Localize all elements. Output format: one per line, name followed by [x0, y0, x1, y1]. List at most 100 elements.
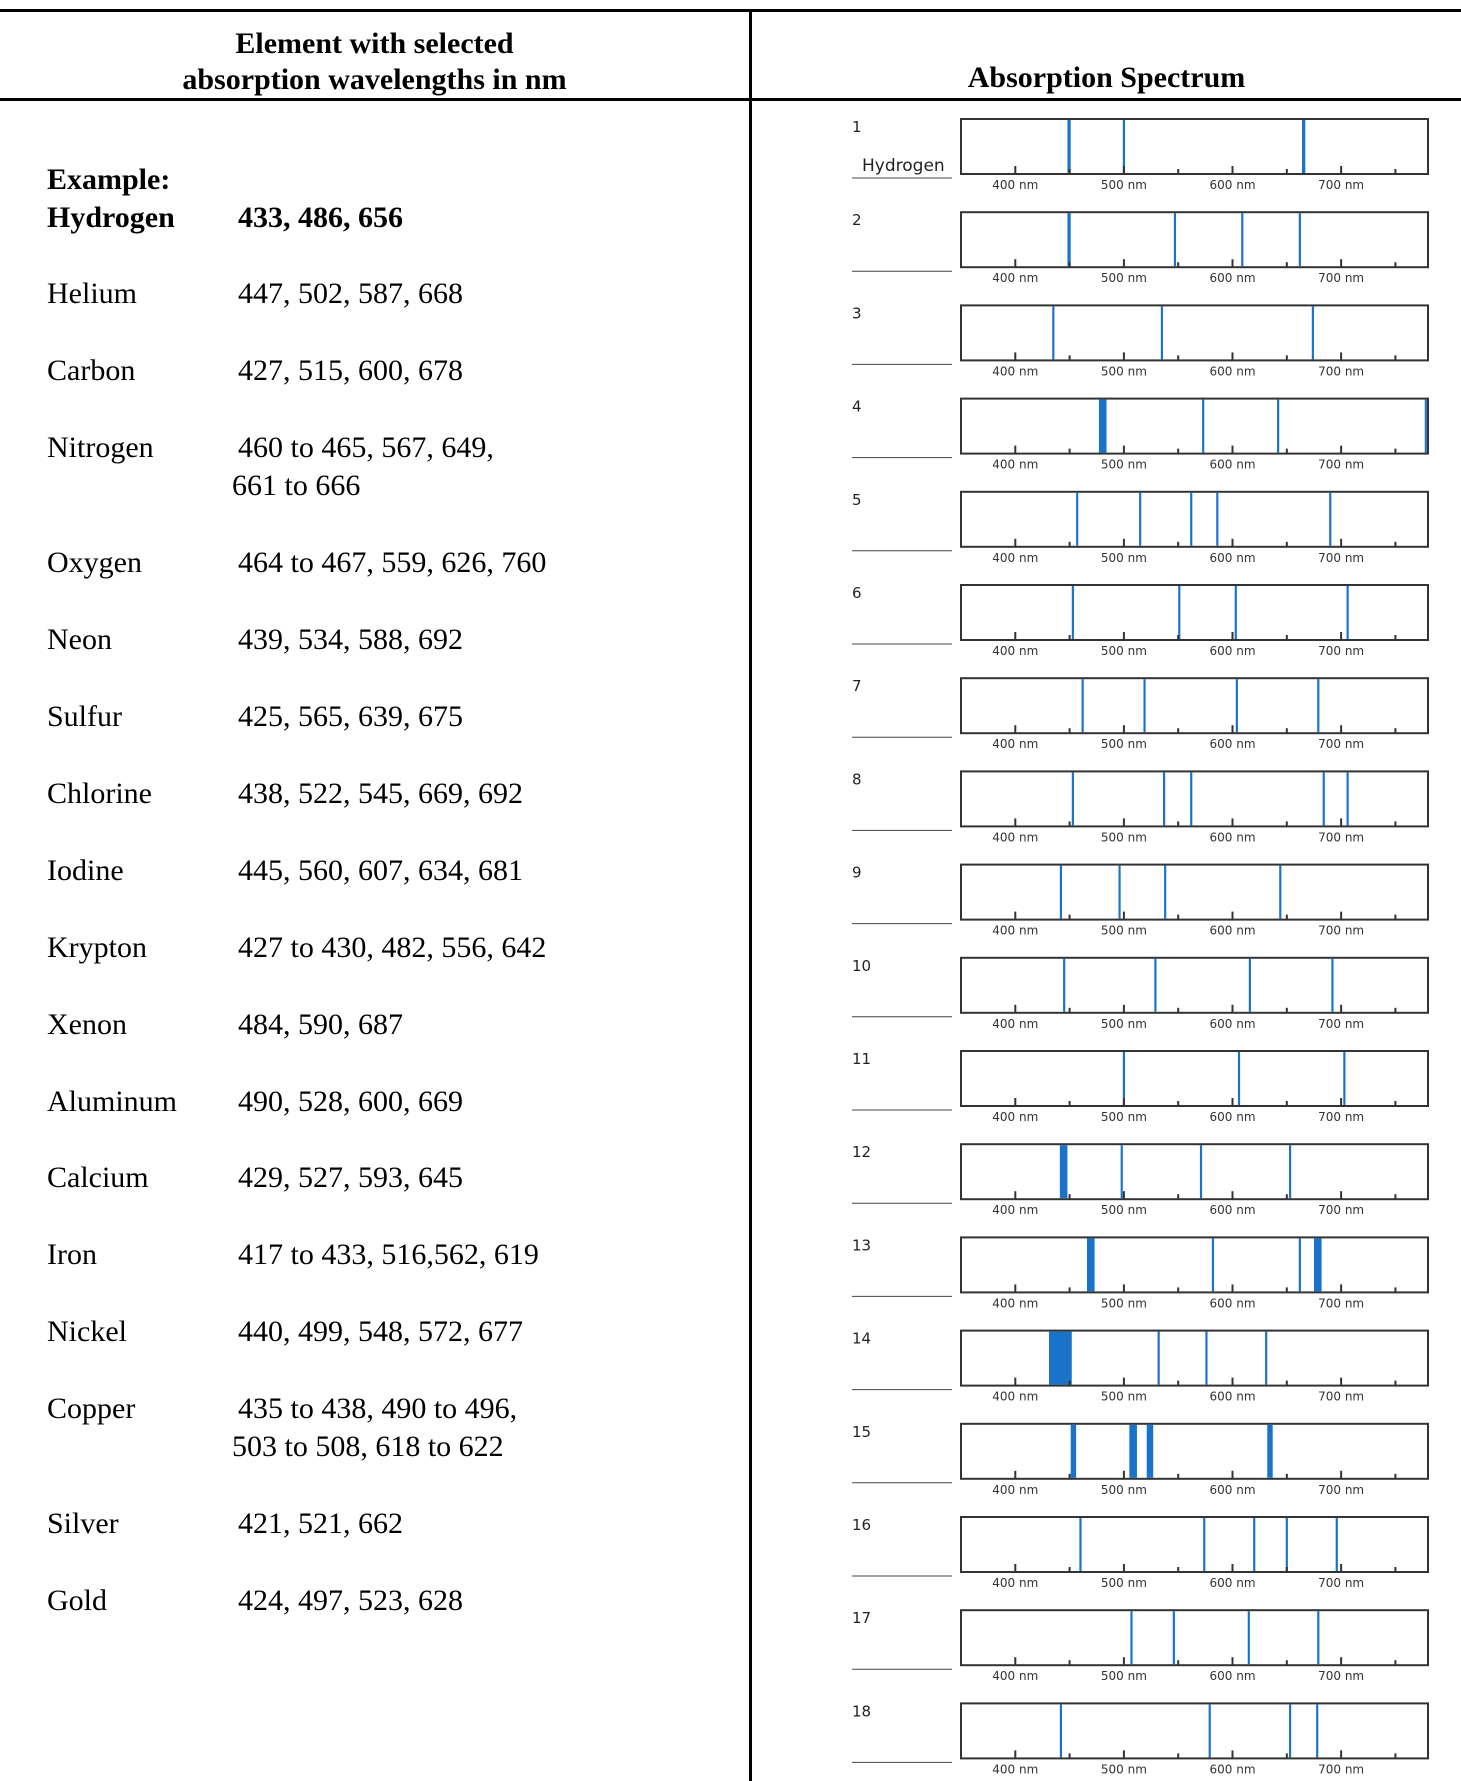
- spectrum-number: 2: [852, 211, 862, 229]
- absorption-line: [1279, 865, 1282, 919]
- right-column-header: Absorption Spectrum: [967, 61, 1246, 94]
- axis-tick-label: 600 nm: [1210, 1110, 1256, 1124]
- axis-tick-label: 400 nm: [992, 1203, 1038, 1217]
- element-name: Copper: [47, 1392, 136, 1425]
- absorption-line: [1178, 586, 1181, 639]
- axis-tick-label: 500 nm: [1101, 1669, 1147, 1683]
- absorption-line: [1163, 772, 1166, 826]
- axis-tick-label: 600 nm: [1210, 458, 1256, 472]
- spectrum-number: 8: [852, 770, 862, 788]
- wavelength-line: 438, 522, 545, 669, 692: [238, 777, 523, 810]
- axis-tick-label: 400 nm: [992, 1017, 1038, 1031]
- axis-tick-label: 600 nm: [1210, 1296, 1256, 1310]
- axis-tick-label: 700 nm: [1318, 1110, 1364, 1124]
- absorption-line: [1298, 213, 1301, 267]
- element-name: Xenon: [47, 1008, 127, 1041]
- spectrum-number: 10: [852, 957, 871, 975]
- absorption-line: [1071, 772, 1074, 826]
- absorption-line: [1086, 1238, 1095, 1292]
- absorption-line: [1237, 1052, 1241, 1105]
- absorption-line: [1059, 1704, 1063, 1758]
- wavelength-line: 460 to 465, 567, 649,: [238, 431, 494, 464]
- axis-tick-label: 700 nm: [1318, 1483, 1364, 1497]
- wavelength-line: 440, 499, 548, 572, 677: [238, 1315, 523, 1348]
- axis-tick-label: 400 nm: [992, 458, 1038, 472]
- element-name: Iron: [47, 1238, 97, 1271]
- wavelength-line: 435 to 438, 490 to 496,: [238, 1392, 518, 1425]
- axis-tick-label: 400 nm: [992, 1296, 1038, 1310]
- absorption-line: [1216, 492, 1219, 546]
- element-wavelengths: 435 to 438, 490 to 496, 503 to 508, 618 t…: [232, 1390, 518, 1466]
- axis-tick-label: 600 nm: [1210, 1576, 1256, 1590]
- spectrum-number: 7: [852, 677, 862, 695]
- absorption-line: [1059, 1145, 1068, 1199]
- axis-tick-label: 600 nm: [1210, 271, 1256, 285]
- absorption-line: [1322, 772, 1325, 826]
- wavelength-line: 424, 497, 523, 628: [238, 1584, 463, 1617]
- element-wavelengths: 427 to 430, 482, 556, 642: [238, 929, 546, 967]
- spectrum-10: 10 400 nm 500 nm 600 nm 700 nm: [852, 956, 1429, 1031]
- spectrum-15: 15 400 nm 500 nm 600 nm 700 nm: [852, 1422, 1429, 1497]
- absorption-line: [1067, 213, 1071, 267]
- absorption-line: [1288, 1704, 1292, 1758]
- absorption-line: [1288, 1145, 1292, 1199]
- absorption-line: [1202, 399, 1205, 453]
- absorption-line: [1285, 1518, 1288, 1571]
- spectrum-box: [960, 770, 1429, 828]
- absorption-line: [1164, 865, 1167, 919]
- absorption-line: [1098, 399, 1107, 453]
- absorption-line: [1157, 1331, 1160, 1385]
- left-column-header: Element with selected absorption wavelen…: [0, 26, 749, 98]
- spectrum-box: [960, 956, 1429, 1014]
- axis-tick-label: 700 nm: [1318, 271, 1364, 285]
- spectrum-number: 11: [852, 1050, 871, 1068]
- element-wavelengths: 425, 565, 639, 675: [238, 698, 463, 736]
- absorption-line: [1346, 586, 1349, 639]
- axis-tick-label: 400 nm: [992, 924, 1038, 938]
- axis-tick-label: 400 nm: [992, 1110, 1038, 1124]
- absorption-line: [1205, 1331, 1208, 1385]
- spectrum-box: [960, 1143, 1429, 1201]
- absorption-line: [1118, 865, 1121, 919]
- absorption-line: [1265, 1331, 1268, 1385]
- absorption-line: [1316, 1704, 1319, 1758]
- spectrum-number: 16: [852, 1516, 871, 1534]
- absorption-line: [1079, 1518, 1082, 1571]
- left-header-line-1: Element with selected: [235, 27, 514, 60]
- absorption-line: [1120, 1145, 1123, 1199]
- element-wavelengths: 447, 502, 587, 668: [238, 275, 463, 313]
- axis-tick-label: 500 nm: [1101, 1576, 1147, 1590]
- axis-tick-label: 700 nm: [1318, 644, 1364, 658]
- element-name: Nitrogen: [47, 431, 154, 464]
- absorption-line: [1208, 1704, 1211, 1758]
- axis-tick-label: 700 nm: [1318, 1390, 1364, 1404]
- axis-tick-label: 700 nm: [1318, 1762, 1364, 1776]
- element-name: Calcium: [47, 1161, 149, 1194]
- axis-tick-label: 600 nm: [1210, 1017, 1256, 1031]
- element-name: Neon: [47, 623, 112, 656]
- spectrum-12: 12 400 nm 500 nm 600 nm 700 nm: [852, 1143, 1429, 1217]
- element-wavelengths: 440, 499, 548, 572, 677: [238, 1313, 523, 1351]
- absorption-line: [1199, 1145, 1203, 1199]
- example-element-values: 433, 486, 656: [238, 201, 403, 234]
- left-header-line-2: absorption wavelengths in nm: [182, 63, 567, 96]
- axis-tick-label: 500 nm: [1101, 830, 1147, 844]
- absorption-line: [1190, 772, 1193, 826]
- element-wavelengths: 421, 521, 662: [238, 1505, 403, 1543]
- spectrum-number: 1: [852, 118, 862, 136]
- axis-tick-label: 600 nm: [1210, 924, 1256, 938]
- absorption-line: [1235, 679, 1238, 733]
- element-name: Chlorine: [47, 777, 152, 810]
- spectrum-box: [960, 211, 1429, 269]
- absorption-line: [1203, 1518, 1206, 1571]
- axis-tick-label: 500 nm: [1101, 364, 1147, 378]
- absorption-line: [1335, 1518, 1338, 1571]
- wavelength-line: 425, 565, 639, 675: [238, 700, 463, 733]
- element-wavelengths: 427, 515, 600, 678: [238, 352, 463, 390]
- absorption-line: [1070, 1424, 1077, 1478]
- absorption-line: [1241, 213, 1244, 267]
- spectrum-6: 6 400 nm 500 nm 600 nm 700 nm: [852, 584, 1429, 658]
- axis-tick-label: 700 nm: [1318, 1203, 1364, 1217]
- absorption-line: [1063, 958, 1066, 1012]
